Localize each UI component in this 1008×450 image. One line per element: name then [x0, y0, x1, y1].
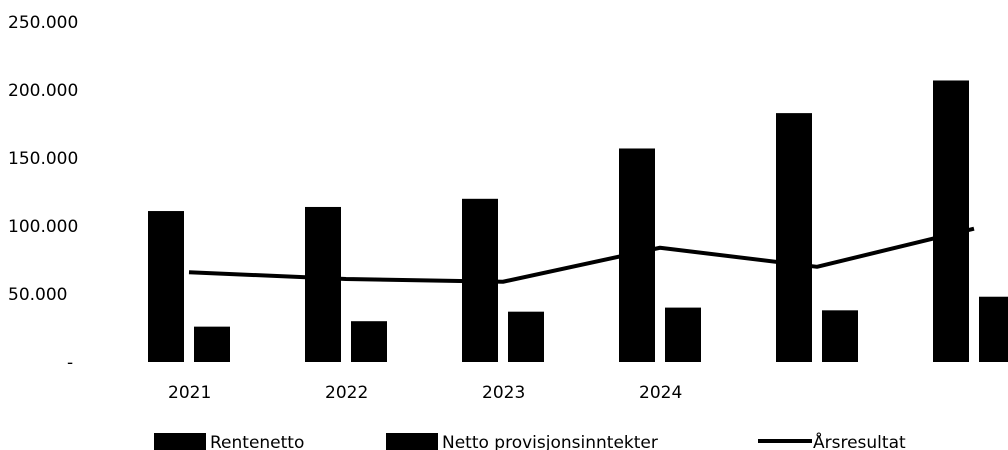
legend: Rentenetto Netto provisjonsinntekter Års…: [154, 431, 906, 450]
legend-label-rentenetto: Rentenetto: [210, 433, 304, 450]
bar-netto-provisjonsinntekter-1: [351, 321, 387, 362]
y-tick-label: 50.000: [8, 285, 67, 305]
legend-swatch-netto-provisjonsinntekter: [386, 433, 438, 450]
bar-netto-provisjonsinntekter-4: [822, 310, 858, 362]
y-tick-label: 200.000: [8, 81, 78, 101]
y-tick-label: 150.000: [8, 149, 78, 169]
bar-netto-provisjonsinntekter-2: [508, 311, 544, 362]
y-tick-label: 250.000: [8, 13, 78, 33]
x-tick-label: 2023: [482, 383, 525, 403]
y-axis: - 50.000 100.000 150.000 200.000 250.000: [8, 13, 78, 373]
bar-rentenetto-4: [776, 113, 812, 363]
legend-label-arsresultat: Årsresultat: [813, 431, 906, 450]
bar-rentenetto-0: [148, 211, 184, 362]
x-tick-label: 2022: [325, 383, 368, 403]
y-tick-label: -: [67, 353, 73, 373]
bar-netto-provisjonsinntekter-5: [979, 296, 1008, 362]
y-tick-label: 100.000: [8, 217, 78, 237]
x-tick-label: 2021: [168, 383, 211, 403]
legend-swatch-rentenetto: [154, 433, 206, 450]
bar-netto-provisjonsinntekter-3: [665, 307, 701, 362]
bar-rentenetto-5: [933, 80, 969, 362]
line-arsresultat: [188, 226, 975, 284]
bar-rentenetto-1: [305, 206, 341, 362]
x-axis: 2021 2022 2023 2024: [168, 383, 682, 403]
legend-label-netto-provisjonsinntekter: Netto provisjonsinntekter: [442, 433, 658, 450]
line-series: [188, 226, 975, 284]
x-tick-label: 2024: [639, 383, 682, 403]
bars: [148, 80, 1008, 363]
bar-netto-provisjonsinntekter-0: [194, 326, 230, 362]
